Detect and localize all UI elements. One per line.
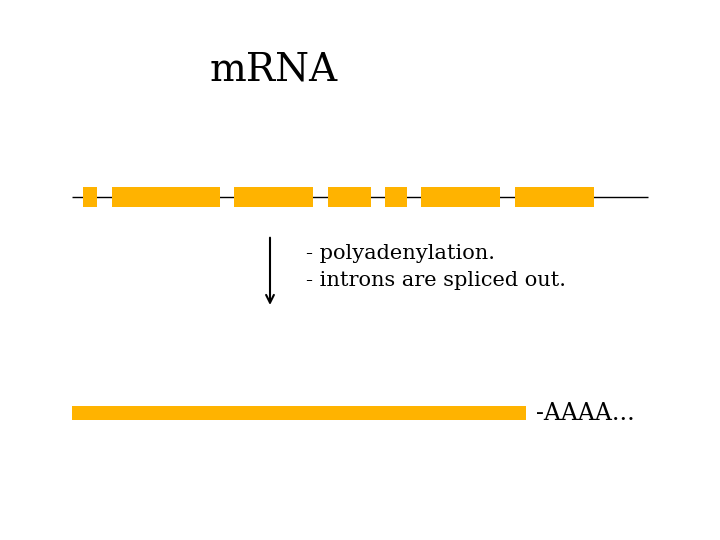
Bar — [234, 187, 313, 207]
Bar — [385, 187, 407, 207]
Text: - introns are spliced out.: - introns are spliced out. — [306, 271, 566, 291]
Bar — [328, 187, 371, 207]
Bar — [421, 187, 500, 207]
Bar — [515, 187, 594, 207]
Text: mRNA: mRNA — [210, 52, 338, 89]
Text: - polyadenylation.: - polyadenylation. — [306, 244, 495, 264]
Bar — [72, 407, 526, 420]
Bar — [112, 187, 220, 207]
Text: -AAAA...: -AAAA... — [536, 402, 635, 424]
Bar — [83, 187, 97, 207]
